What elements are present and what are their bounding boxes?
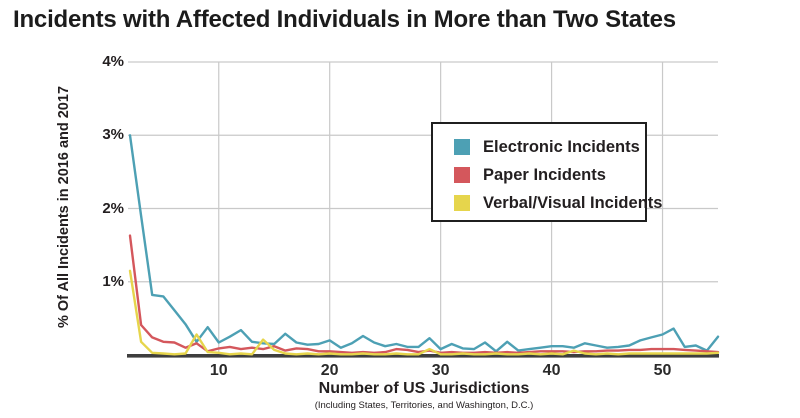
legend-label-verbal-visual: Verbal/Visual Incidents xyxy=(483,193,663,212)
series-line-verbal-visual-incidents xyxy=(128,269,720,356)
x-tick-label-30: 30 xyxy=(431,362,450,379)
legend-item-paper: Paper Incidents xyxy=(454,161,645,189)
y-tick-label-4: 4% xyxy=(102,53,124,70)
y-tick-label-1: 1% xyxy=(102,272,124,290)
x-axis-title: Number of US Jurisdictions xyxy=(318,380,530,397)
legend-swatch-verbal-visual-icon xyxy=(454,195,470,211)
x-axis-line xyxy=(127,354,719,358)
chart-title: Incidents with Affected Individuals in M… xyxy=(13,6,676,33)
series-line-electronic-incidents xyxy=(128,134,720,353)
x-tick-label-10: 10 xyxy=(209,362,228,379)
legend-label-electronic: Electronic Incidents xyxy=(483,137,640,156)
legend-swatch-paper-icon xyxy=(454,167,470,183)
legend-item-electronic: Electronic Incidents xyxy=(454,133,645,161)
x-tick-label-40: 40 xyxy=(542,362,561,379)
y-tick-label-2: 2% xyxy=(102,199,124,217)
y-tick-label-3: 3% xyxy=(102,126,124,144)
legend-swatch-electronic-icon xyxy=(454,139,470,155)
legend-label-paper: Paper Incidents xyxy=(483,165,606,184)
legend-box: Electronic Incidents Paper Incidents Ver… xyxy=(431,122,662,222)
x-tick-label-50: 50 xyxy=(653,362,672,379)
y-axis-title: % Of All Incidents in 2016 and 2017 xyxy=(56,85,72,329)
legend-item-verbal-visual: Verbal/Visual Incidents xyxy=(454,189,662,217)
x-tick-label-20: 20 xyxy=(320,362,339,379)
x-axis-subtitle: (Including States, Territories, and Wash… xyxy=(314,400,534,411)
